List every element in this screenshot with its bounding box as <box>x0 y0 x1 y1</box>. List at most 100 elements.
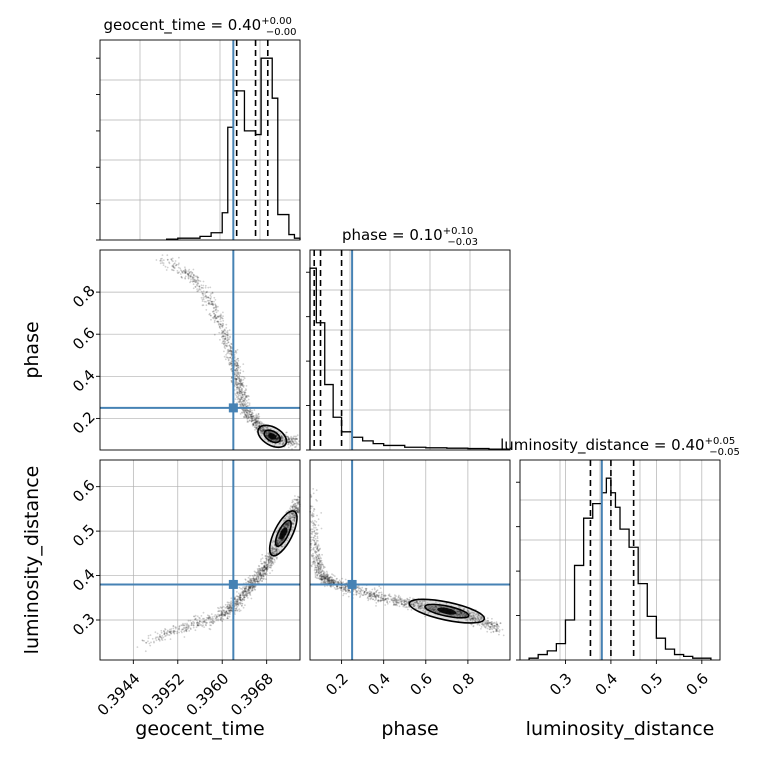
sample-point <box>245 416 248 418</box>
sample-point <box>162 262 165 264</box>
sample-point <box>159 635 161 638</box>
sample-point <box>220 325 223 327</box>
sample-point <box>236 376 239 379</box>
sample-point <box>213 317 215 320</box>
sample-point <box>326 572 329 575</box>
sample-point <box>248 402 251 405</box>
sample-point <box>197 290 200 292</box>
sample-point <box>236 381 239 384</box>
sample-point <box>213 315 216 318</box>
sample-point <box>236 398 239 401</box>
sample-point <box>227 601 230 604</box>
sample-point <box>230 345 232 348</box>
sample-point <box>192 276 195 279</box>
sample-point <box>238 401 241 404</box>
sample-point <box>279 433 281 435</box>
sample-point <box>239 384 242 387</box>
sample-point <box>240 396 243 399</box>
sample-point <box>236 383 238 386</box>
sample-point <box>228 338 231 340</box>
sample-point <box>262 429 265 432</box>
sample-point <box>255 417 258 419</box>
sample-point <box>246 401 249 404</box>
sample-point <box>382 597 385 600</box>
sample-point <box>294 437 297 440</box>
y-tick-label: 0.2 <box>69 408 99 438</box>
x-tick-label: 0.6 <box>406 670 436 700</box>
sample-point <box>264 561 267 564</box>
sample-point <box>180 630 183 633</box>
sample-point <box>199 288 202 291</box>
sample-point <box>235 394 238 397</box>
sample-point <box>230 381 233 384</box>
sample-point <box>184 272 187 275</box>
sample-point <box>188 272 191 274</box>
sample-point <box>208 313 211 316</box>
sample-point <box>173 267 176 269</box>
sample-point <box>252 424 255 426</box>
sample-point <box>348 589 351 592</box>
sample-point <box>192 283 195 286</box>
sample-point <box>498 629 501 632</box>
sample-point <box>262 430 264 433</box>
sample-point <box>277 436 279 439</box>
sample-point <box>248 419 251 422</box>
sample-point <box>237 391 239 393</box>
sample-point <box>402 605 405 608</box>
sample-point <box>281 439 283 442</box>
sample-point <box>237 397 240 399</box>
sample-point <box>287 435 289 438</box>
sample-point <box>250 415 253 418</box>
sample-point <box>359 587 362 590</box>
sample-point <box>250 413 252 416</box>
x-tick-label: 0.4 <box>364 670 394 700</box>
sample-point <box>255 415 257 417</box>
sample-point <box>313 568 316 570</box>
sample-point <box>191 276 194 279</box>
sample-point <box>345 592 347 595</box>
sample-point <box>204 295 207 297</box>
sample-point <box>191 272 194 274</box>
sample-point <box>368 595 371 598</box>
sample-point <box>188 274 191 277</box>
sample-point <box>234 369 237 372</box>
sample-point <box>263 561 265 564</box>
sample-point <box>316 575 319 577</box>
sample-point <box>222 330 225 333</box>
sample-point <box>192 273 195 276</box>
sample-point <box>230 362 233 365</box>
sample-point <box>180 276 183 279</box>
sample-point <box>184 275 187 278</box>
sample-point <box>315 543 318 545</box>
sample-point <box>227 341 230 344</box>
sample-point <box>257 413 260 415</box>
sample-point <box>342 594 345 597</box>
sample-point <box>296 503 299 506</box>
sample-point <box>214 314 217 316</box>
sample-point <box>155 639 158 642</box>
sample-point <box>236 391 239 394</box>
sample-point <box>161 257 163 260</box>
sample-point <box>256 414 259 417</box>
sample-point <box>334 581 337 584</box>
sample-point <box>225 611 228 613</box>
sample-point <box>168 262 171 265</box>
sample-point <box>249 592 251 594</box>
sample-point <box>262 428 265 431</box>
sample-point <box>207 296 209 299</box>
sample-point <box>222 315 224 318</box>
panel-frame <box>99 39 301 241</box>
truth-marker <box>347 579 357 589</box>
sample-point <box>239 396 242 398</box>
sample-point <box>322 581 325 583</box>
sample-point <box>235 386 238 389</box>
sample-point <box>491 628 494 631</box>
sample-point <box>235 370 237 372</box>
sample-point <box>268 431 271 433</box>
sample-point <box>235 378 238 381</box>
sample-point <box>235 361 238 363</box>
sample-point <box>363 591 366 593</box>
x-axis-label: geocent_time <box>135 718 264 740</box>
sample-point <box>254 421 257 423</box>
sample-point <box>251 423 254 426</box>
